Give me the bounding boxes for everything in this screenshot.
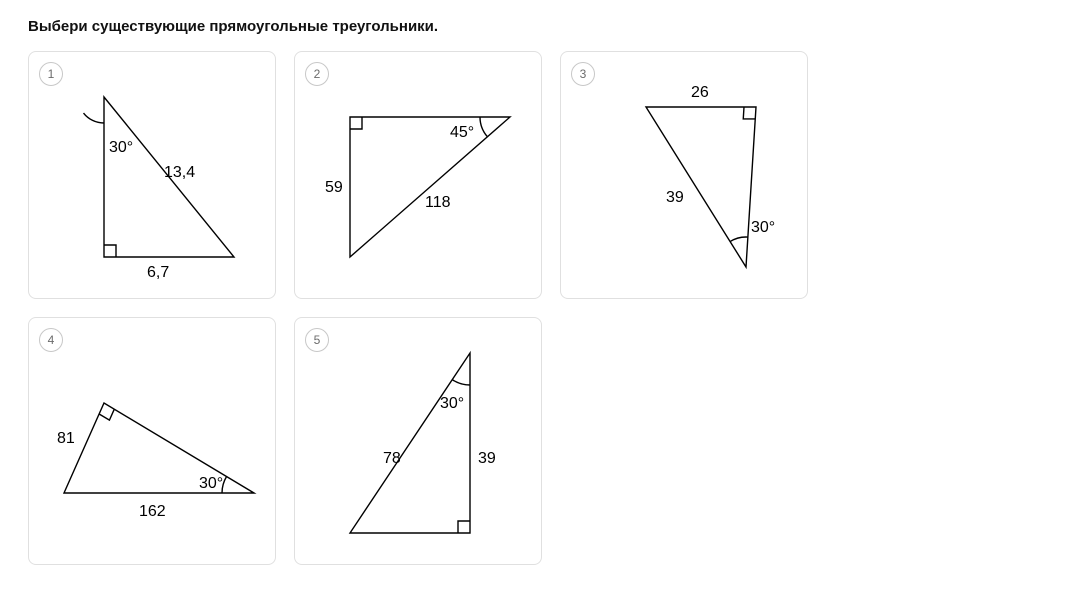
diagram-label: 162 xyxy=(139,503,166,520)
triangle-diagram: 26 39 30° xyxy=(561,52,809,300)
question-prompt: Выбери существующие прямоугольные треуго… xyxy=(28,18,1061,35)
diagram-label: 30° xyxy=(199,475,223,492)
option-badge: 2 xyxy=(305,62,329,86)
right-angle-icon xyxy=(104,245,116,257)
diagram-label: 81 xyxy=(57,430,75,447)
right-angle-icon xyxy=(743,107,755,119)
option-card-2[interactable]: 2 45° 59 118 xyxy=(294,51,542,299)
diagram-label: 78 xyxy=(383,450,401,467)
angle-arc xyxy=(480,117,487,137)
option-card-1[interactable]: 1 30° 13,4 6,7 xyxy=(28,51,276,299)
option-card-3[interactable]: 3 26 39 30° xyxy=(560,51,808,299)
diagram-label: 30° xyxy=(751,219,775,236)
option-badge: 4 xyxy=(39,328,63,352)
option-card-5[interactable]: 5 30° 78 39 xyxy=(294,317,542,565)
diagram-label: 30° xyxy=(440,395,464,412)
diagram-label: 30° xyxy=(109,139,133,156)
diagram-label: 39 xyxy=(666,189,684,206)
triangle-diagram: 30° 13,4 6,7 xyxy=(29,52,277,300)
diagram-label: 59 xyxy=(325,179,343,196)
right-angle-icon xyxy=(350,117,362,129)
angle-arc xyxy=(452,380,470,385)
right-angle-icon xyxy=(458,521,470,533)
right-angle-icon xyxy=(99,409,114,420)
option-badge: 1 xyxy=(39,62,63,86)
diagram-label: 6,7 xyxy=(147,264,169,281)
diagram-label: 26 xyxy=(691,84,709,101)
option-badge: 3 xyxy=(571,62,595,86)
angle-arc xyxy=(730,237,747,242)
option-badge: 5 xyxy=(305,328,329,352)
diagram-label: 39 xyxy=(478,450,496,467)
angle-arc xyxy=(84,113,104,123)
triangle-diagram: 30° 78 39 xyxy=(295,318,543,566)
diagram-label: 45° xyxy=(450,124,474,141)
diagram-label: 118 xyxy=(425,194,451,211)
triangle-diagram: 45° 59 118 xyxy=(295,52,543,300)
triangle-diagram: 81 30° 162 xyxy=(29,318,277,566)
diagram-label: 13,4 xyxy=(164,164,195,181)
options-grid: 130°13,46,7245°591183263930°48130°162530… xyxy=(28,51,1061,565)
option-card-4[interactable]: 4 81 30° 162 xyxy=(28,317,276,565)
